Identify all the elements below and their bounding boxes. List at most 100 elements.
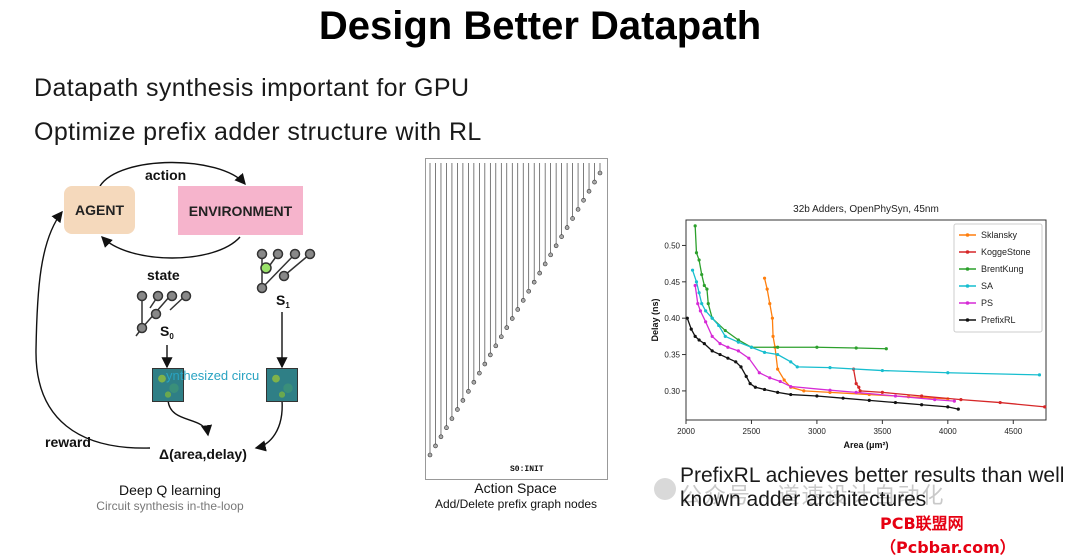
legend-box (953, 223, 1043, 333)
legend-label: BrentKung (981, 264, 1024, 274)
prefix-node (493, 343, 499, 349)
data-point (828, 366, 832, 370)
data-point (702, 342, 706, 346)
data-point (841, 396, 845, 400)
x-tick-label: 2500 (743, 427, 761, 436)
rl-caption-sub: Circuit synthesis in-the-loop (96, 499, 244, 513)
legend-marker (965, 233, 970, 237)
legend-marker (965, 301, 970, 305)
y-tick-label: 0.45 (664, 278, 680, 287)
x-tick-label: 4500 (1004, 427, 1022, 436)
site-watermark: PCB联盟网（Pcbbar.com） (880, 514, 1016, 557)
data-point (771, 334, 775, 338)
data-point (698, 309, 702, 313)
data-point (693, 224, 697, 228)
data-point (697, 338, 701, 342)
data-point (693, 334, 697, 338)
prefix-node (433, 443, 438, 449)
prefix-node (553, 243, 559, 249)
data-point (802, 389, 806, 393)
data-point (920, 403, 924, 407)
data-point (765, 287, 769, 291)
data-point (884, 347, 888, 351)
legend-label: PrefixRL (981, 315, 1016, 325)
prefix-graph (427, 163, 603, 458)
action-label: action (145, 167, 187, 183)
data-point (776, 367, 780, 371)
data-point (736, 349, 740, 353)
data-point (893, 400, 898, 405)
prefix-node (509, 316, 515, 321)
data-point (706, 302, 710, 306)
action-state-label: S0:INIT (510, 465, 544, 474)
data-point (789, 360, 793, 364)
legend-label: KoggeStone (981, 247, 1031, 257)
slide-title: Design Better Datapath (318, 4, 762, 48)
data-point (893, 394, 898, 398)
series-line-ps (694, 285, 955, 402)
data-point (718, 352, 722, 357)
data-point (757, 371, 761, 375)
data-point (702, 283, 706, 288)
legend-marker (965, 250, 970, 254)
legend-marker (965, 267, 970, 271)
action-space-panel: S0:INIT (425, 158, 608, 480)
data-point (734, 360, 738, 364)
prefix-node (498, 334, 504, 340)
agent-box: AGENT (64, 186, 135, 234)
data-point (726, 345, 730, 349)
data-point (736, 340, 740, 344)
x-tick-label: 3500 (873, 427, 891, 436)
prefix-node (444, 425, 449, 431)
prefix-node (537, 270, 542, 276)
data-point (933, 398, 937, 402)
data-point (880, 390, 884, 394)
legend-marker (965, 318, 970, 322)
data-point (858, 389, 862, 393)
data-point (828, 388, 832, 392)
data-point (959, 398, 963, 402)
data-point (815, 394, 819, 398)
prefix-node (542, 261, 548, 267)
data-point (717, 323, 721, 328)
y-tick-label: 0.30 (664, 387, 680, 396)
prefix-node (488, 352, 493, 358)
data-point (693, 283, 697, 288)
y-tick-label: 0.35 (664, 351, 680, 360)
x-tick-label: 3000 (808, 427, 826, 436)
data-point (747, 356, 751, 360)
data-point (710, 349, 714, 353)
data-point (776, 390, 780, 394)
series-line-sklansky (763, 278, 948, 400)
data-point (748, 382, 752, 386)
synth-circuit-0 (152, 368, 184, 402)
prefix-node (471, 379, 477, 385)
legend-label: SA (981, 281, 993, 291)
data-point (946, 405, 950, 409)
y-axis-label: Delay (ns) (650, 298, 660, 341)
prefix-node (449, 416, 455, 421)
prefix-node (466, 389, 471, 394)
prefix-node (559, 234, 564, 239)
legend-label: PS (981, 298, 993, 308)
wechat-icon (654, 478, 676, 500)
y-tick-label: 0.50 (664, 241, 680, 250)
data-point (697, 291, 701, 295)
prefix-node (531, 279, 537, 285)
data-point (690, 268, 695, 272)
rl-caption: Deep Q learning (119, 482, 221, 498)
data-point (700, 302, 704, 306)
data-point (697, 258, 701, 262)
data-point (753, 385, 757, 389)
data-point (696, 302, 700, 306)
prefix-node (460, 398, 466, 403)
result-text: PrefixRL achieves better results than we… (680, 464, 1065, 511)
synth-circuit-1 (266, 368, 298, 402)
data-point (952, 399, 956, 403)
data-point (854, 346, 858, 350)
bullet-2: Optimize prefix adder structure with RL (34, 118, 482, 146)
data-point (723, 334, 727, 338)
data-point (946, 371, 950, 375)
prefix-node (564, 225, 570, 230)
data-point (776, 352, 780, 357)
